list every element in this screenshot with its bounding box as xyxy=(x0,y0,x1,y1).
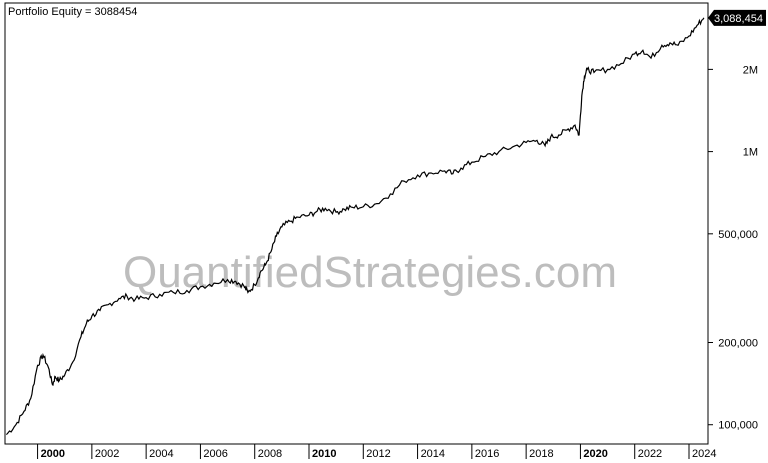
y-tick-label: 100,000 xyxy=(718,420,758,432)
y-axis-ticks: 100,000 200,000 500,000 1M 2M xyxy=(708,64,758,432)
x-tick-label: 2012 xyxy=(366,448,390,460)
y-tick-label: 2M xyxy=(743,64,758,76)
equity-line xyxy=(5,17,705,436)
portfolio-equity-label: Portfolio Equity = 3088454 xyxy=(8,6,137,18)
x-tick-label: 2010 xyxy=(312,448,336,460)
x-tick-label: 2018 xyxy=(529,448,553,460)
watermark: QuantifiedStrategies.com xyxy=(123,248,617,297)
y-tick-label: 500,000 xyxy=(718,229,758,241)
last-value-badge: 3,088,454 xyxy=(708,9,766,26)
x-axis-ticks: 2000 2002 2004 2006 2008 2010 2012 2014 2016 2018… xyxy=(37,444,716,460)
x-tick-label: 2014 xyxy=(421,448,445,460)
y-tick-label: 200,000 xyxy=(718,338,758,350)
x-tick-label: 2024 xyxy=(692,448,716,460)
x-tick-label: 2008 xyxy=(258,448,282,460)
x-tick-label: 2006 xyxy=(203,448,227,460)
last-value-badge-text: 3,088,454 xyxy=(714,13,763,25)
last-value-badge-bg xyxy=(708,9,766,26)
x-tick-label: 2002 xyxy=(95,448,119,460)
x-tick-label: 2020 xyxy=(583,448,607,460)
x-tick-label: 2000 xyxy=(41,448,65,460)
x-tick-label: 2022 xyxy=(638,448,662,460)
y-tick-label: 1M xyxy=(743,147,758,159)
x-tick-label: 2016 xyxy=(475,448,499,460)
x-tick-label: 2004 xyxy=(149,448,173,460)
